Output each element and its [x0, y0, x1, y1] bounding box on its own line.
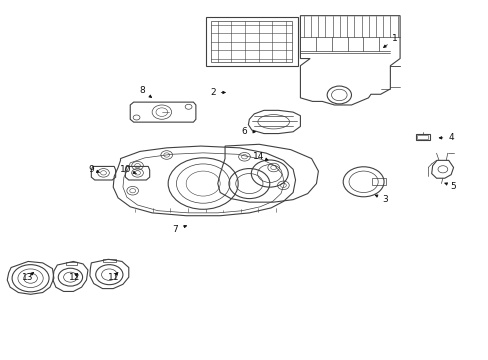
Text: 9: 9: [88, 165, 100, 174]
Text: 11: 11: [107, 273, 119, 282]
Text: 8: 8: [139, 86, 151, 98]
Text: 12: 12: [68, 273, 80, 282]
Text: 5: 5: [444, 182, 455, 191]
Text: 6: 6: [241, 127, 255, 136]
Text: 14: 14: [253, 152, 267, 161]
Text: 13: 13: [22, 273, 34, 282]
Text: 2: 2: [210, 88, 225, 97]
Text: 1: 1: [383, 35, 397, 48]
Text: 3: 3: [374, 195, 387, 204]
Text: 7: 7: [172, 225, 186, 234]
Text: 4: 4: [438, 133, 453, 142]
Text: 10: 10: [120, 165, 136, 174]
